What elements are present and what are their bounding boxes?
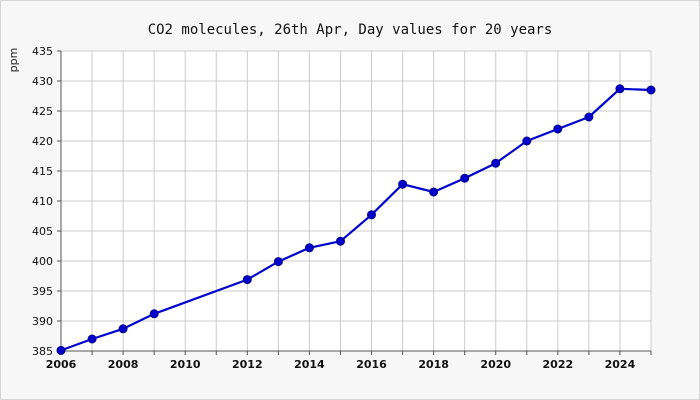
data-point xyxy=(522,136,532,146)
data-point xyxy=(491,158,501,168)
x-tick-label: 2018 xyxy=(418,358,449,371)
grid-lines xyxy=(60,50,652,352)
x-tick-label: 2020 xyxy=(480,358,511,371)
y-tick-label: 425 xyxy=(32,105,53,118)
y-tick-label: 400 xyxy=(32,255,53,268)
y-axis-label: ppm xyxy=(7,48,20,73)
tick-labels: 385 390 395 400 405 410 415 420 425 430 435 2006 200… xyxy=(32,45,636,371)
x-tick-label: 2006 xyxy=(46,358,77,371)
data-point xyxy=(553,124,563,134)
data-point xyxy=(398,179,408,189)
y-tick-label: 420 xyxy=(32,135,53,148)
y-tick-label: 430 xyxy=(32,75,53,88)
y-tick-label: 405 xyxy=(32,225,53,238)
data-point xyxy=(87,334,97,344)
y-tick-label: 415 xyxy=(32,165,53,178)
x-tick-label: 2016 xyxy=(356,358,387,371)
x-tick-label: 2022 xyxy=(543,358,574,371)
data-point xyxy=(56,345,66,355)
data-point xyxy=(367,210,376,220)
data-point xyxy=(646,85,656,95)
x-tick-label: 2008 xyxy=(108,358,139,371)
data-point xyxy=(149,309,159,319)
data-point xyxy=(118,324,128,334)
data-point xyxy=(429,187,439,197)
data-point xyxy=(336,236,345,246)
data-point xyxy=(273,257,283,267)
data-point xyxy=(460,173,470,183)
x-tick-label: 2024 xyxy=(605,358,636,371)
y-tick-label: 435 xyxy=(32,45,53,58)
data-point xyxy=(615,84,625,94)
chart-title: CO2 molecules, 26th Apr, Day values for … xyxy=(148,22,553,38)
series-layer xyxy=(56,84,656,355)
data-point xyxy=(584,112,594,122)
x-tick-label: 2010 xyxy=(170,358,201,371)
y-tick-label: 395 xyxy=(32,285,53,298)
x-tick-label: 2014 xyxy=(294,358,325,371)
data-point xyxy=(304,243,314,253)
y-tick-label: 385 xyxy=(32,345,53,358)
x-tick-label: 2012 xyxy=(232,358,263,371)
data-point xyxy=(242,275,252,285)
data-line xyxy=(60,87,652,352)
y-tick-label: 390 xyxy=(32,315,53,328)
y-tick-label: 410 xyxy=(32,195,53,208)
